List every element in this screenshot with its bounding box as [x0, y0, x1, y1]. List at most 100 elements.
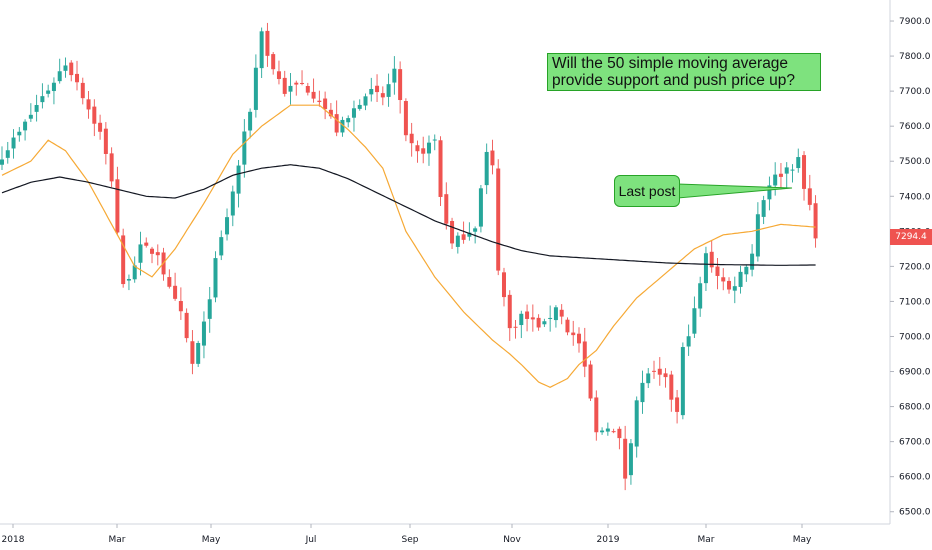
candle-body	[248, 111, 253, 131]
last-price-label: 7294.4	[890, 229, 932, 245]
candle-body	[219, 237, 224, 256]
price-tick-label: 7000.0	[899, 332, 931, 342]
candle-body	[80, 82, 85, 99]
candle-body	[213, 258, 218, 298]
candle-body	[138, 244, 143, 263]
candle-body	[767, 185, 772, 200]
price-axis: 6500.0 6600.0 6700.0 6800.0 6900.0 7000.0 7100…	[890, 17, 931, 518]
candle-body	[392, 68, 397, 83]
time-axis: 2018 Mar May Jul Sep Nov 2019 Mar May	[2, 524, 812, 545]
candle-body	[600, 430, 605, 433]
time-tick-label: May	[202, 535, 221, 545]
candle-body	[519, 313, 524, 326]
candle-body	[17, 131, 22, 136]
candle-body	[473, 228, 478, 232]
candle-body	[496, 168, 501, 271]
candle-body	[455, 235, 460, 247]
candle-body	[542, 321, 547, 325]
candle-body	[732, 286, 737, 291]
candle-body	[207, 299, 212, 319]
candle-body	[184, 312, 189, 339]
candle-body	[623, 438, 628, 479]
time-tick-label: 2019	[597, 535, 620, 545]
time-tick-label: Mar	[698, 535, 715, 545]
candle-body	[328, 109, 333, 117]
price-tick-label: 7200.0	[899, 262, 931, 272]
time-tick-label: 2018	[2, 535, 25, 545]
candle-body	[34, 105, 39, 112]
candle-body	[796, 157, 801, 169]
time-tick-label: May	[793, 535, 812, 545]
candle-body	[571, 332, 576, 336]
candle-body	[484, 151, 489, 186]
candle-body	[721, 277, 726, 282]
candle-body	[305, 86, 310, 93]
candle-body	[98, 122, 103, 132]
sma200-line	[1, 164, 816, 266]
price-tick-label: 6600.0	[899, 473, 931, 483]
candle-body	[802, 155, 807, 189]
candle-body	[253, 67, 258, 110]
candle-body	[513, 326, 518, 328]
time-tick-label: Mar	[109, 535, 126, 545]
candle-body	[201, 321, 206, 346]
candle-body	[605, 428, 610, 432]
price-tick-label: 7500.0	[899, 157, 931, 167]
candle-body	[75, 73, 80, 83]
candle-body	[63, 65, 68, 71]
candle-body	[190, 341, 195, 364]
candle-body	[178, 301, 183, 312]
candle-body	[686, 336, 691, 347]
candle-body	[5, 150, 10, 158]
candle-body	[51, 82, 56, 92]
candle-body	[675, 397, 680, 412]
candle-body	[380, 93, 385, 98]
candle-body	[553, 307, 558, 321]
candle-body	[311, 91, 316, 99]
candle-body	[23, 121, 28, 131]
candle-body	[490, 150, 495, 166]
candle-body	[444, 194, 449, 224]
candle-body	[501, 272, 506, 298]
candle-body	[669, 374, 674, 400]
candle-body	[236, 165, 241, 194]
candle-body	[813, 203, 818, 239]
candle-body	[709, 251, 714, 268]
candle-body	[478, 188, 483, 227]
price-tick-label: 7600.0	[899, 122, 931, 132]
candle-body	[69, 62, 74, 76]
candle-body	[594, 397, 599, 433]
candle-body	[778, 173, 783, 177]
candle-body	[317, 100, 322, 102]
candle-body	[530, 317, 535, 320]
candle-body	[173, 285, 178, 299]
candle-body	[386, 84, 391, 97]
candle-body	[11, 137, 16, 149]
candle-body	[403, 101, 408, 136]
candle-body	[126, 278, 131, 281]
candle-body	[617, 428, 622, 439]
price-tick-label: 6800.0	[899, 403, 931, 413]
time-tick-label: Jul	[305, 535, 317, 545]
price-tick-label: 6700.0	[899, 438, 931, 448]
candle-body	[536, 317, 541, 328]
candle-body	[357, 104, 362, 109]
candle-body	[588, 364, 593, 399]
time-tick-label: Sep	[402, 535, 419, 545]
candle-body	[28, 114, 33, 119]
candle-body	[507, 294, 512, 329]
candle-body	[807, 188, 812, 205]
candle-body	[450, 220, 455, 244]
candle-body	[692, 308, 697, 334]
candle-body	[773, 174, 778, 186]
candle-body	[565, 319, 570, 333]
candle-body	[271, 54, 276, 70]
candle-body	[242, 131, 247, 165]
candle-body	[744, 266, 749, 275]
candle-body	[282, 77, 287, 94]
candles	[0, 22, 818, 491]
candle-body	[225, 217, 230, 235]
candle-body	[300, 82, 305, 84]
candle-body	[438, 140, 443, 197]
candle-body	[375, 85, 380, 93]
